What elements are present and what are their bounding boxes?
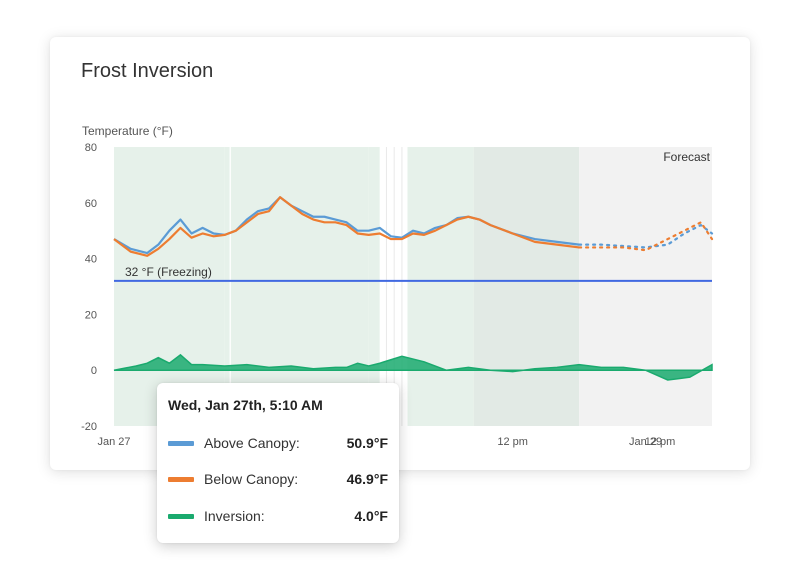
y-tick-label: -20 — [81, 421, 97, 433]
above-canopy-forecast-line — [578, 223, 714, 249]
background-band — [114, 147, 225, 426]
tooltip-label: Above Canopy: — [204, 435, 300, 451]
y-tick-label: 20 — [85, 309, 97, 321]
y-tick-label: 80 — [85, 142, 97, 154]
x-tick-label: 12 pm — [497, 436, 528, 448]
background-band — [368, 147, 380, 426]
background-band — [579, 147, 712, 426]
below-canopy-series-line — [113, 196, 580, 257]
tooltip-row-above-canopy: Above Canopy: 50.9°F — [168, 434, 390, 454]
band-gap — [379, 147, 408, 426]
forecast-label: Forecast — [663, 150, 710, 164]
card-title: Frost Inversion — [81, 60, 214, 82]
tooltip-row-below-canopy: Below Canopy: 46.9°F — [168, 470, 390, 490]
background-band — [407, 147, 474, 426]
below-canopy-swatch — [168, 477, 194, 482]
tooltip-title: Wed, Jan 27th, 5:10 AM — [168, 397, 323, 413]
tooltip-value: 4.0°F — [354, 508, 388, 524]
y-tick-label: 0 — [91, 365, 97, 377]
background-band — [473, 147, 580, 426]
tooltip-label: Below Canopy: — [204, 471, 299, 487]
inversion-swatch — [168, 514, 194, 519]
x-tick-label: Jan 29 — [629, 436, 662, 448]
y-tick-label: 60 — [85, 198, 97, 210]
x-tick-label: 12 pm — [645, 436, 676, 448]
y-axis-title: Temperature (°F) — [82, 124, 173, 138]
tooltip-label: Inversion: — [204, 508, 265, 524]
inversion-series-area — [113, 353, 713, 381]
below-canopy-forecast-line — [578, 220, 714, 252]
freezing-label: 32 °F (Freezing) — [125, 265, 212, 279]
tooltip-value: 46.9°F — [346, 471, 388, 487]
y-tick-label: 40 — [85, 254, 97, 266]
x-tick-label: Jan 27 — [97, 436, 130, 448]
tooltip-value: 50.9°F — [346, 435, 388, 451]
tooltip-row-inversion: Inversion: 4.0°F — [168, 507, 390, 527]
background-band — [224, 147, 369, 426]
frost-inversion-card: Frost Inversion Temperature (°F) 80 60 40 20… — [50, 37, 750, 470]
above-canopy-swatch — [168, 441, 194, 446]
chart-tooltip: Wed, Jan 27th, 5:10 AM Above Canopy: 50.… — [157, 383, 399, 543]
